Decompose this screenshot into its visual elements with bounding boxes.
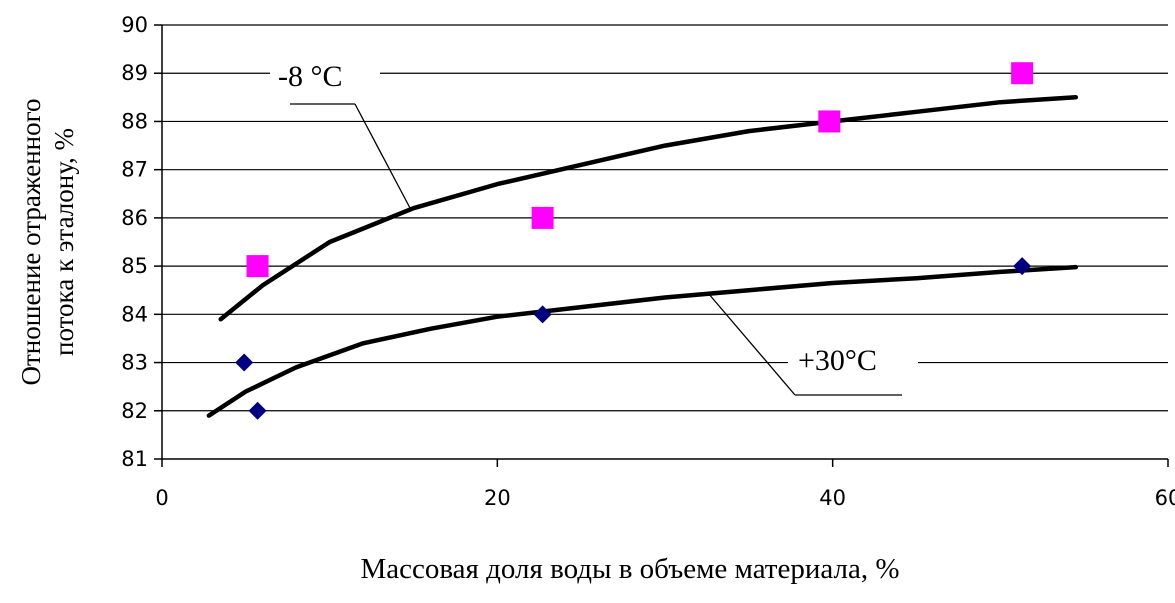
series-label-bg: [270, 60, 380, 92]
x-tick-label: 40: [819, 486, 846, 510]
grid-lines: [162, 24, 1168, 412]
x-axis-ticks: 0 20 40 60: [155, 459, 1175, 510]
x-tick-label: 20: [484, 486, 511, 510]
y-axis-label: Отношение отраженного: [16, 99, 46, 386]
trend-lines: [206, 95, 1079, 418]
data-point-diamond: [1013, 257, 1032, 276]
trend-line-plus30: [206, 264, 1079, 418]
y-tick-label: 89: [121, 61, 148, 85]
annotation-leader-line: [354, 103, 411, 209]
y-tick-label: 90: [121, 13, 148, 37]
y-tick-label: 83: [121, 351, 148, 375]
series-label-bg: [788, 343, 918, 377]
y-tick-label: 82: [121, 399, 148, 423]
data-point-diamond: [248, 401, 267, 420]
x-axis-label: Массовая доля воды в объеме материала, %: [360, 553, 899, 585]
data-point-square: [531, 206, 554, 229]
y-tick-label: 86: [121, 206, 148, 230]
data-point-diamond: [235, 353, 254, 372]
y-tick-label: 84: [121, 302, 148, 326]
series-label-minus8: -8 °C: [278, 60, 343, 93]
data-point-square: [246, 255, 269, 278]
annotation-leader-line: [707, 292, 796, 396]
series-label-plus30: +30°C: [798, 344, 877, 377]
x-tick-label: 0: [155, 486, 168, 510]
data-point-square: [1011, 62, 1034, 85]
y-axis-ticks: 81 82 83 84 85 86 87 88 89 90: [121, 13, 162, 471]
y-tick-label: 85: [121, 254, 148, 278]
data-points: [235, 62, 1034, 420]
trend-line-minus8: [218, 95, 1079, 322]
data-point-diamond: [533, 305, 552, 324]
y-axis-label: потока к эталону, %: [49, 128, 79, 356]
y-tick-label: 87: [121, 158, 148, 182]
y-tick-label: 81: [121, 447, 148, 471]
x-tick-label: 60: [1155, 486, 1175, 510]
data-point-square: [818, 110, 841, 133]
y-tick-label: 88: [121, 109, 148, 133]
